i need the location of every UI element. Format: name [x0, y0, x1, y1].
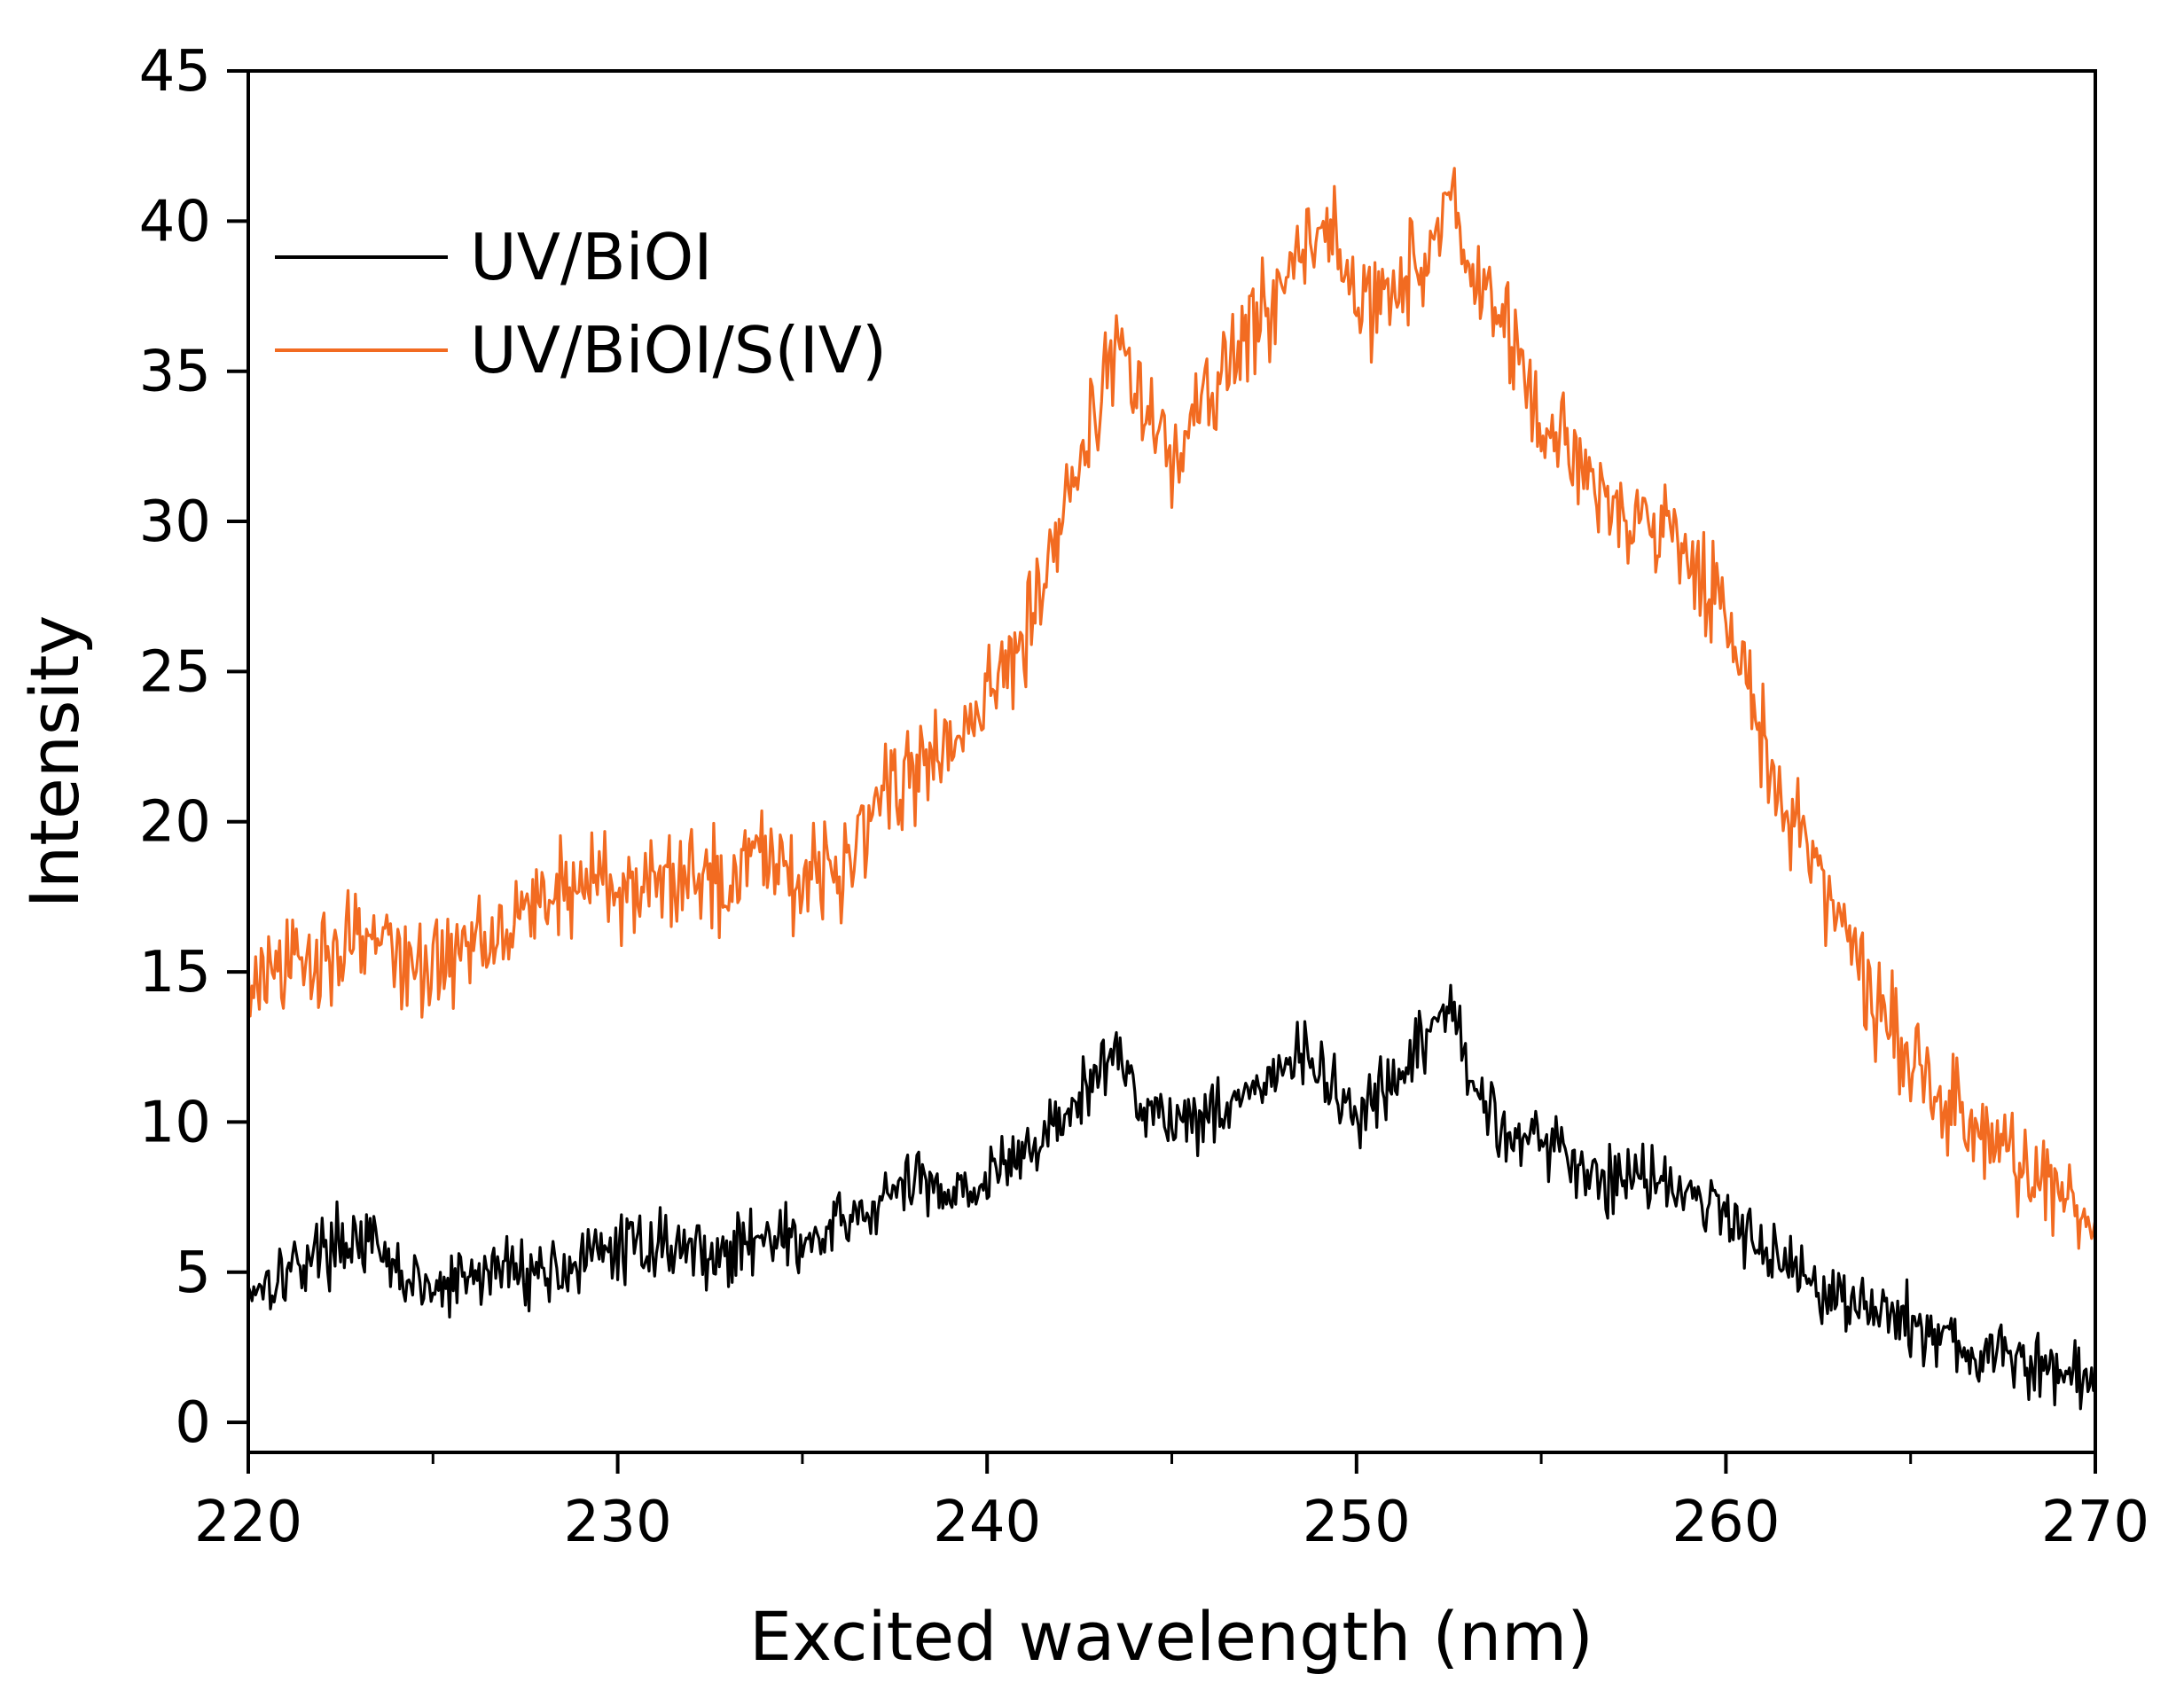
y-tick-label-10: 10: [139, 1090, 211, 1155]
legend-label-uv-bioi: UV/BiOI: [470, 220, 713, 294]
x-tick-label-260: 260: [1671, 1490, 1780, 1555]
legend-label-uv-bioi-siv: UV/BiOI/S(IV): [470, 313, 887, 387]
y-tick-label-20: 20: [139, 790, 211, 856]
y-tick-label-40: 40: [139, 189, 211, 254]
y-axis-title: Intensity: [15, 615, 94, 909]
y-tick-label-45: 45: [139, 39, 211, 105]
x-tick-label-240: 240: [933, 1490, 1041, 1555]
series-layer: [247, 167, 2097, 1411]
x-tick-label-220: 220: [194, 1490, 302, 1555]
y-tick-label-35: 35: [139, 340, 211, 405]
series-line-uv-bioi: [247, 983, 2097, 1411]
y-tick-label-25: 25: [139, 639, 211, 705]
x-axis-title: Excited wavelength (nm): [749, 1597, 1593, 1676]
x-tick-label-250: 250: [1303, 1490, 1411, 1555]
y-tick-label-30: 30: [139, 489, 211, 555]
x-tick-label-270: 270: [2041, 1490, 2149, 1555]
y-tick-label-0: 0: [175, 1390, 211, 1456]
y-tick-label-15: 15: [139, 940, 211, 1005]
y-tick-label-5: 5: [175, 1240, 211, 1306]
x-tick-label-230: 230: [564, 1490, 672, 1555]
axes-layer: 220 230 240 250 260 270 0 5 10 15 20 25 30 35 40 45: [139, 39, 2150, 1555]
series-line-uv-bioi-s-iv: [247, 167, 2097, 1250]
legend: UV/BiOI UV/BiOI/S(IV): [275, 220, 887, 387]
